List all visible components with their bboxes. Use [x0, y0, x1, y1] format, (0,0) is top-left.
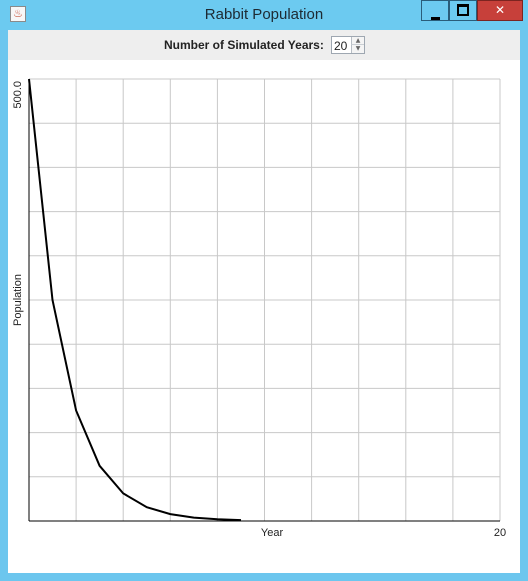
- years-spinner[interactable]: 20 ▲ ▼: [331, 36, 365, 54]
- java-cup-icon[interactable]: ♨: [10, 6, 26, 22]
- spinner-down-arrow-icon[interactable]: ▼: [351, 45, 364, 53]
- chart-grid: [29, 78, 501, 521]
- years-spinner-value[interactable]: 20: [334, 39, 348, 53]
- maximize-button[interactable]: [449, 0, 477, 21]
- x-max-tick-label: 20: [494, 527, 506, 539]
- control-bar: Number of Simulated Years: 20 ▲ ▼: [8, 30, 520, 60]
- maximize-icon: [457, 4, 469, 16]
- close-button[interactable]: ✕: [477, 0, 523, 21]
- window-title: Rabbit Population: [204, 6, 324, 23]
- years-label: Number of Simulated Years:: [164, 38, 324, 52]
- population-line: [28, 78, 242, 522]
- close-icon: ✕: [494, 3, 506, 17]
- title-bar[interactable]: ♨ Rabbit Population ✕: [0, 0, 528, 30]
- x-axis-label: Year: [261, 527, 284, 539]
- y-axis-label: Population: [12, 274, 24, 326]
- minimize-icon: [430, 17, 440, 20]
- y-max-tick-label: 500.0: [12, 81, 24, 109]
- spinner-up-arrow-icon[interactable]: ▲: [351, 37, 364, 45]
- minimize-button[interactable]: [421, 0, 449, 21]
- window-content: Number of Simulated Years: 20 ▲ ▼ 500.0 …: [8, 30, 520, 573]
- population-chart: 500.0 Population Year 20: [12, 78, 506, 539]
